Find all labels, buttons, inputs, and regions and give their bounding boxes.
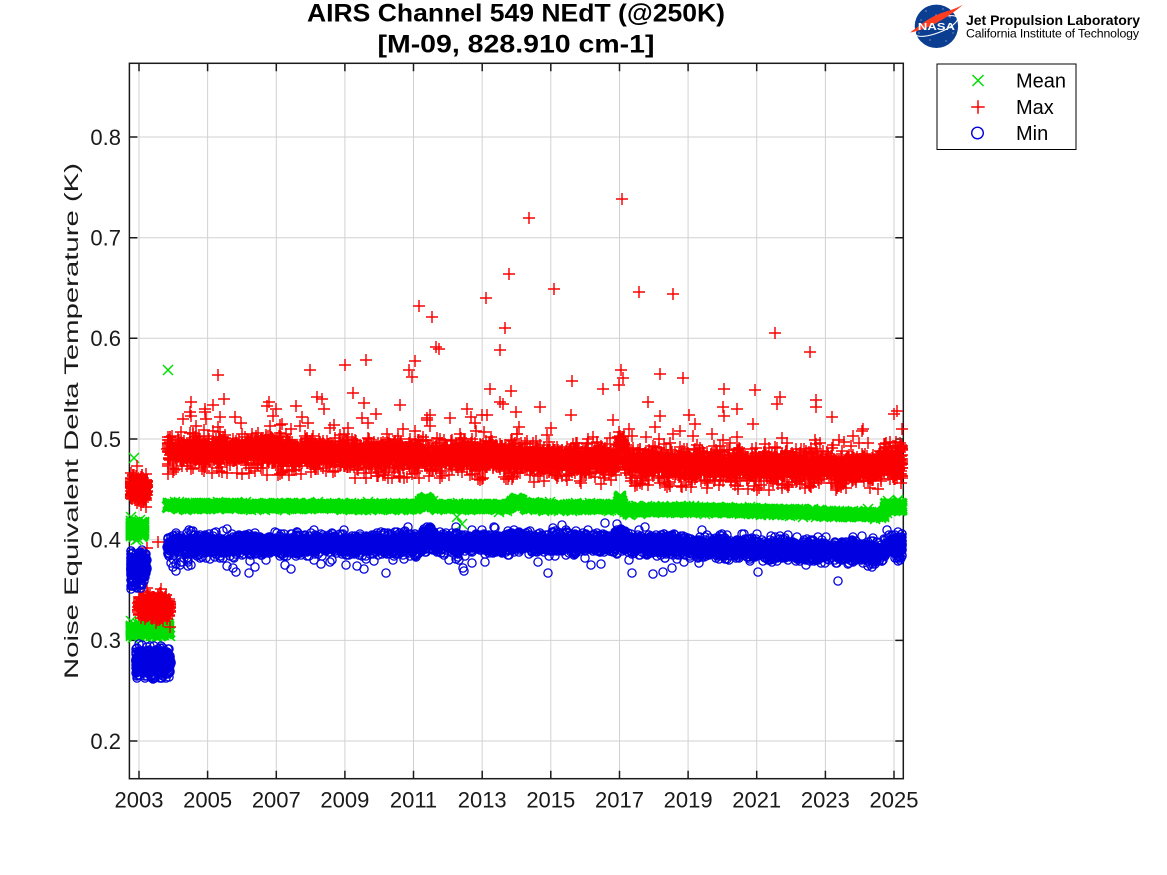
svg-text:2017: 2017 (595, 788, 644, 813)
svg-text:NASA: NASA (918, 21, 956, 33)
svg-text:2015: 2015 (526, 788, 575, 813)
svg-text:2011: 2011 (390, 788, 437, 813)
svg-text:2003: 2003 (115, 788, 164, 813)
svg-text:2007: 2007 (252, 788, 301, 813)
svg-text:0.6: 0.6 (90, 326, 121, 351)
svg-text:California Institute of Techno: California Institute of Technology (966, 27, 1140, 41)
svg-text:0.8: 0.8 (90, 125, 121, 150)
svg-text:0.4: 0.4 (90, 528, 121, 553)
svg-text:2023: 2023 (801, 788, 850, 813)
svg-text:0.3: 0.3 (90, 628, 121, 653)
svg-text:2019: 2019 (664, 788, 713, 813)
svg-text:0.5: 0.5 (90, 427, 121, 452)
svg-text:2009: 2009 (320, 788, 369, 813)
svg-text:0.7: 0.7 (90, 226, 121, 251)
svg-text:Noise Equivalent Delta Tempera: Noise Equivalent Delta Temperature (K) (61, 163, 83, 679)
svg-text:AIRS Channel 549 NEdT (@250K): AIRS Channel 549 NEdT (@250K) (307, 0, 725, 28)
svg-text:2021: 2021 (732, 788, 781, 813)
svg-text:2005: 2005 (183, 788, 232, 813)
svg-text:2013: 2013 (458, 788, 507, 813)
svg-text:Jet Propulsion Laboratory: Jet Propulsion Laboratory (966, 12, 1140, 28)
svg-text:Max: Max (1016, 97, 1054, 119)
svg-text:Min: Min (1016, 123, 1048, 145)
svg-text:2025: 2025 (870, 788, 919, 813)
svg-text:[M-09, 828.910 cm-1]: [M-09, 828.910 cm-1] (378, 31, 655, 59)
svg-text:0.2: 0.2 (90, 729, 121, 754)
svg-text:Mean: Mean (1016, 71, 1066, 93)
